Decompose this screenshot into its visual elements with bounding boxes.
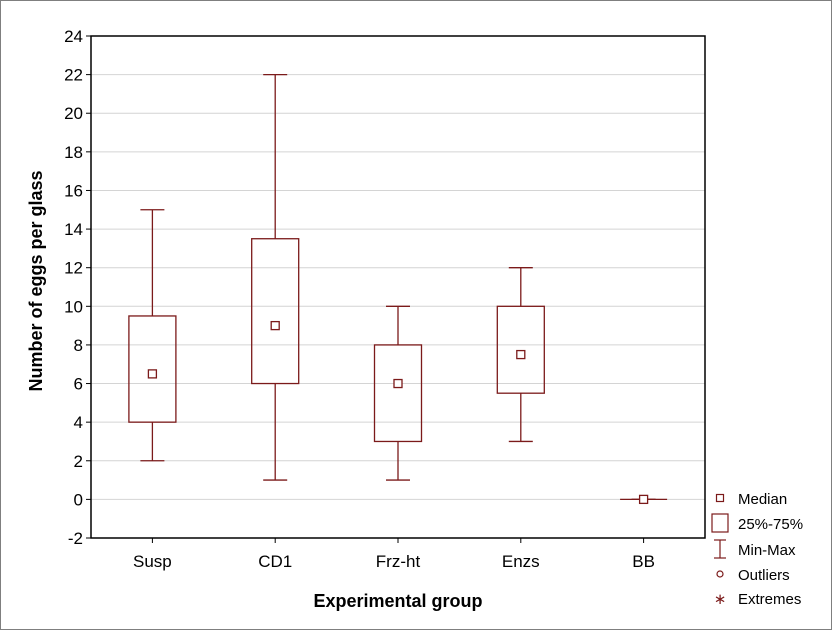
y-tick-label: 10 — [64, 297, 83, 316]
y-tick-label: 4 — [74, 413, 83, 432]
legend: Median 25%-75% Min-Max Outliers ∗ Extremes — [711, 491, 803, 608]
legend-item: Min-Max — [714, 539, 796, 559]
y-tick-label: 22 — [64, 66, 83, 85]
legend-item: Outliers — [716, 567, 790, 584]
median-marker — [393, 378, 403, 389]
box-group — [496, 267, 545, 443]
median-marker — [638, 494, 649, 505]
median-marker — [270, 320, 280, 331]
box-group — [373, 305, 423, 481]
legend-label: 25%-75% — [738, 516, 803, 533]
legend-label: Median — [738, 491, 787, 508]
x-tick-label: Susp — [133, 552, 172, 571]
y-tick-label: 12 — [64, 259, 83, 278]
iqr-box — [496, 305, 545, 394]
x-tick-label: Enzs — [502, 552, 540, 571]
y-tick-label: -2 — [68, 529, 83, 548]
legend-box-icon — [711, 513, 729, 533]
y-tick-label: 2 — [74, 452, 83, 471]
y-tick-label: 16 — [64, 181, 83, 200]
legend-label: Outliers — [738, 567, 790, 584]
legend-item: ∗ Extremes — [714, 591, 802, 608]
legend-median-icon — [715, 493, 725, 503]
x-tick-label: CD1 — [258, 552, 292, 571]
y-tick-label: 0 — [74, 490, 83, 509]
x-tick-label: Frz-ht — [376, 552, 421, 571]
y-tick-label: 18 — [64, 143, 83, 162]
box-group — [128, 209, 177, 462]
x-tick-label: BB — [632, 552, 655, 571]
legend-outlier-icon — [716, 570, 724, 578]
legend-label: Extremes — [738, 591, 801, 608]
box-group — [251, 73, 300, 481]
x-axis-title: Experimental group — [313, 591, 482, 611]
box-group — [620, 494, 668, 505]
legend-label: Min-Max — [738, 542, 796, 559]
legend-item: Median — [715, 491, 787, 508]
iqr-box — [373, 344, 423, 443]
y-tick-label: 14 — [64, 220, 83, 239]
y-axis-title: Number of eggs per glass — [26, 170, 46, 391]
y-tick-label: 8 — [74, 336, 83, 355]
median-marker — [516, 349, 526, 360]
y-tick-label: 6 — [74, 375, 83, 394]
iqr-box — [128, 315, 177, 423]
iqr-box — [251, 238, 300, 385]
legend-extreme-icon: ∗ — [714, 591, 727, 608]
box-marks — [128, 73, 668, 505]
y-tick-label: 24 — [64, 27, 83, 46]
y-tick-label: 20 — [64, 104, 83, 123]
legend-item: 25%-75% — [711, 513, 803, 533]
median-marker — [147, 369, 158, 379]
